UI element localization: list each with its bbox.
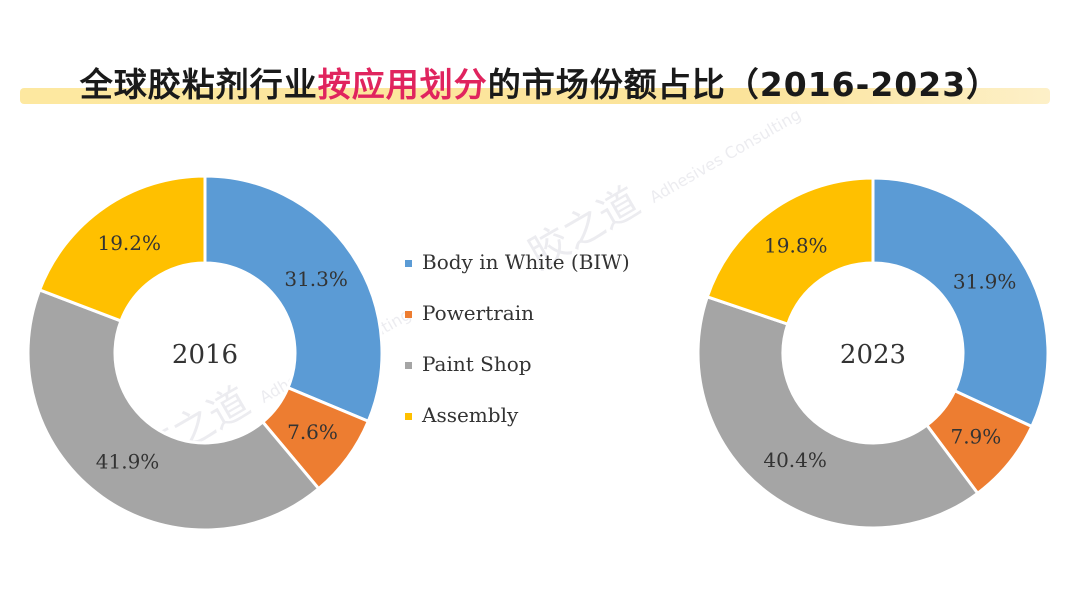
legend-item: Paint Shop — [405, 352, 532, 376]
title-part1: 全球胶粘剂行业 — [79, 65, 318, 104]
legend-item: Powertrain — [405, 301, 534, 325]
data-label: 31.9% — [953, 270, 1017, 294]
chart-title: 全球胶粘剂行业按应用划分的市场份额占比（2016-2023） — [0, 58, 1080, 106]
legend-swatch — [405, 311, 412, 318]
data-label: 7.6% — [287, 420, 338, 444]
donut-slice-2016-2 — [26, 287, 321, 532]
legend-label: Body in White (BIW) — [422, 250, 630, 274]
legend-label: Paint Shop — [422, 352, 532, 376]
legend-item: Assembly — [405, 403, 518, 427]
center-label: 2023 — [840, 340, 906, 370]
center-label: 2016 — [172, 340, 238, 370]
title-part2: 的市场份额占比（2016-2023） — [487, 65, 1001, 104]
legend-swatch — [405, 413, 412, 420]
data-label: 19.2% — [97, 231, 161, 255]
title-highlight: 按应用划分 — [317, 65, 488, 104]
legend-label: Assembly — [422, 403, 519, 427]
donut-slice-2023-2 — [696, 294, 980, 530]
legend-swatch — [405, 362, 412, 369]
data-label: 7.9% — [950, 424, 1001, 448]
donut-slice-2016-3 — [37, 174, 207, 323]
title-highlight-bar — [20, 88, 1050, 104]
data-label: 41.9% — [96, 450, 160, 474]
data-label: 40.4% — [763, 448, 827, 472]
legend-item: Body in White (BIW) — [405, 250, 630, 274]
data-label: 31.3% — [284, 267, 348, 291]
donut-slice-2016-0 — [203, 174, 384, 424]
data-label: 19.8% — [764, 233, 828, 257]
legend-label: Powertrain — [422, 301, 535, 325]
donut-slice-2023-3 — [705, 176, 875, 327]
legend-swatch — [405, 260, 412, 267]
donut-slice-2023-0 — [871, 176, 1050, 429]
